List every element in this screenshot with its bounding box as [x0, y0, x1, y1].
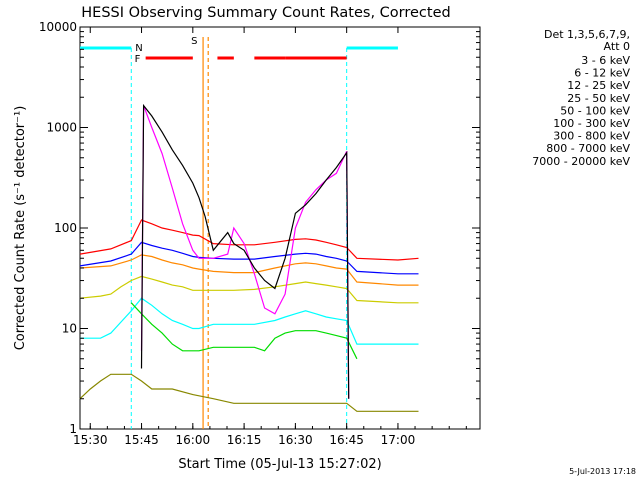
- marker-layer: NF S: [80, 36, 398, 429]
- f-marker-label: F: [135, 54, 141, 65]
- series-line: [79, 219, 419, 261]
- y-tick-label: 100: [54, 221, 77, 235]
- y-tick-label: 1000: [46, 121, 77, 135]
- y-tick-label: 10000: [39, 20, 77, 34]
- y-axis-label: Corrected Count Rate (s⁻¹ detector⁻¹): [13, 106, 28, 351]
- y-axis-ticks: 1 10 100 1000 10000: [39, 20, 480, 436]
- series-line: [79, 241, 419, 275]
- series-line: [79, 254, 419, 286]
- legend-entry: 7000 - 20000 keV: [532, 155, 630, 168]
- x-axis-label: Start Time (05-Jul-13 15:27:02): [178, 457, 381, 472]
- legend-entry: 25 - 50 keV: [567, 92, 630, 105]
- s-marker-label: S: [191, 36, 197, 47]
- series-line: [80, 297, 419, 345]
- n-marker-label: N: [135, 43, 142, 54]
- plot-frame: [79, 26, 481, 430]
- x-tick-label: 16:00: [176, 433, 211, 447]
- legend-detectors: Det 1,3,5,6,7,9,: [544, 28, 630, 41]
- plot-area: NFS 15:30 15:45 16:00 16:15 16:30 16:45 17:00 …: [39, 20, 481, 447]
- legend-attenuator: Att 0: [604, 40, 630, 53]
- series-line: [79, 373, 419, 412]
- x-tick-label: 16:45: [329, 433, 364, 447]
- legend-entry: 12 - 25 keV: [567, 79, 630, 92]
- series-line: [140, 105, 350, 399]
- x-tick-label: 17:00: [381, 433, 416, 447]
- legend-entry: 300 - 800 keV: [553, 130, 630, 143]
- legend-entry: 100 - 300 keV: [553, 117, 630, 130]
- x-tick-label: 16:15: [227, 433, 262, 447]
- x-tick-label: 15:30: [73, 433, 108, 447]
- x-tick-label: 16:30: [278, 433, 313, 447]
- y-tick-label: 1: [69, 422, 77, 436]
- timestamp: 5-Jul-2013 17:18: [569, 467, 636, 476]
- legend-entry: 6 - 12 keV: [574, 67, 630, 80]
- legend-entry: 50 - 100 keV: [560, 104, 630, 117]
- x-axis-ticks: 15:30 15:45 16:00 16:15 16:30 16:45 17:00: [73, 27, 467, 447]
- chart-title: HESSI Observing Summary Count Rates, Cor…: [81, 5, 450, 21]
- x-tick-label: 15:45: [124, 433, 159, 447]
- legend-entry: 3 - 6 keV: [581, 54, 630, 67]
- series-line: [130, 302, 358, 360]
- series-layer: [79, 103, 419, 412]
- y-tick-label: 10: [62, 322, 77, 336]
- series-line: [79, 275, 419, 304]
- legend-entry: 800 - 7000 keV: [546, 142, 630, 155]
- series-line: [140, 103, 350, 399]
